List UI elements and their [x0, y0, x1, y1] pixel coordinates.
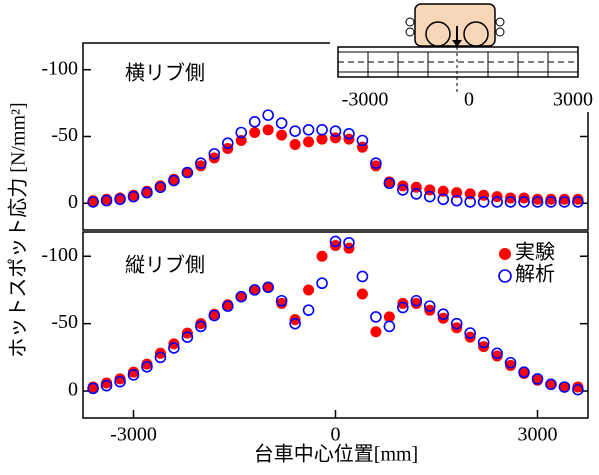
y-tick-label: -50	[51, 311, 78, 333]
data-point	[304, 305, 314, 315]
panel-label: 縦リブ側	[125, 253, 205, 277]
data-point	[371, 312, 381, 322]
data-point	[303, 284, 314, 295]
data-point	[317, 278, 327, 288]
data-point	[249, 127, 260, 138]
data-point	[276, 130, 287, 141]
y-tick-label: 0	[68, 379, 78, 401]
data-point	[263, 124, 274, 135]
legend-marker	[499, 248, 511, 260]
data-point	[304, 125, 314, 135]
y-axis-label: ホットスポット応力 [N/mm²]	[7, 102, 30, 357]
legend-label: 実験	[515, 241, 555, 264]
data-point	[290, 139, 301, 150]
data-point	[317, 251, 328, 262]
data-point	[357, 271, 367, 281]
data-point	[357, 289, 368, 300]
data-point	[277, 118, 287, 128]
x-tick-label: -3000	[110, 424, 157, 446]
inset-tick-label: 0	[464, 89, 474, 111]
y-tick-label: -50	[51, 124, 78, 146]
x-tick-label: 3000	[518, 424, 558, 446]
x-tick-label: 0	[331, 424, 341, 446]
data-point	[290, 126, 300, 136]
data-point	[303, 136, 314, 147]
bogie-inset: -3000 0 3000	[330, 0, 593, 112]
data-point	[250, 117, 260, 127]
y-tick-label: 0	[68, 191, 78, 213]
legend-label: 解析	[515, 263, 555, 286]
data-point	[370, 326, 381, 337]
y-tick-label: -100	[41, 57, 78, 79]
y-tick-label: -100	[41, 244, 78, 266]
data-point	[317, 125, 327, 135]
legend-marker	[499, 270, 511, 282]
inset-tick-label: -3000	[342, 89, 389, 111]
data-point	[263, 110, 273, 120]
x-axis-label: 台車中心位置[mm]	[254, 443, 418, 466]
inset-tick-label: 3000	[553, 89, 593, 111]
panel-label: 横リブ側	[125, 61, 205, 85]
chart: -100-500横リブ側ホットスポット応力 [N/mm²]-100-500-30…	[0, 0, 599, 470]
data-point	[384, 321, 394, 331]
